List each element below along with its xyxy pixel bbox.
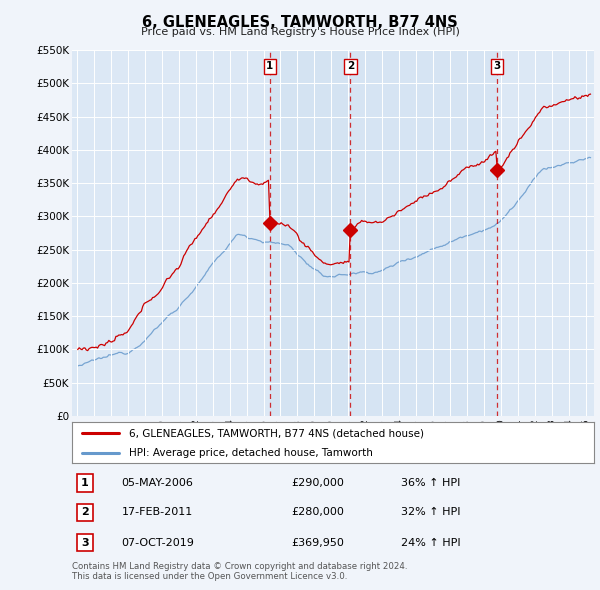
- Text: Contains HM Land Registry data © Crown copyright and database right 2024.: Contains HM Land Registry data © Crown c…: [72, 562, 407, 571]
- Text: £369,950: £369,950: [291, 537, 344, 548]
- Text: 3: 3: [494, 61, 501, 71]
- Text: £290,000: £290,000: [291, 478, 344, 488]
- Bar: [350, 50, 497, 416]
- Text: 05-MAY-2006: 05-MAY-2006: [122, 478, 193, 488]
- Text: 1: 1: [81, 478, 89, 488]
- Text: Price paid vs. HM Land Registry's House Price Index (HPI): Price paid vs. HM Land Registry's House …: [140, 27, 460, 37]
- Text: 1: 1: [266, 61, 274, 71]
- Text: 07-OCT-2019: 07-OCT-2019: [122, 537, 194, 548]
- Text: 3: 3: [81, 537, 89, 548]
- Text: 2: 2: [347, 61, 354, 71]
- Text: 6, GLENEAGLES, TAMWORTH, B77 4NS (detached house): 6, GLENEAGLES, TAMWORTH, B77 4NS (detach…: [130, 428, 424, 438]
- Text: 24% ↑ HPI: 24% ↑ HPI: [401, 537, 460, 548]
- Text: 17-FEB-2011: 17-FEB-2011: [122, 507, 193, 517]
- Text: This data is licensed under the Open Government Licence v3.0.: This data is licensed under the Open Gov…: [72, 572, 347, 581]
- Text: 6, GLENEAGLES, TAMWORTH, B77 4NS: 6, GLENEAGLES, TAMWORTH, B77 4NS: [142, 15, 458, 30]
- Text: £280,000: £280,000: [291, 507, 344, 517]
- Text: HPI: Average price, detached house, Tamworth: HPI: Average price, detached house, Tamw…: [130, 448, 373, 458]
- Text: 2: 2: [81, 507, 89, 517]
- Text: 32% ↑ HPI: 32% ↑ HPI: [401, 507, 460, 517]
- Text: 36% ↑ HPI: 36% ↑ HPI: [401, 478, 460, 488]
- Bar: [270, 50, 350, 416]
